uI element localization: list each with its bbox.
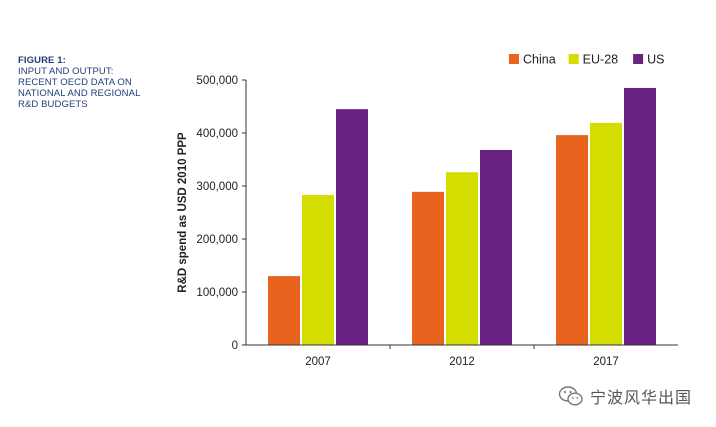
y-tick-label: 500,000 — [196, 75, 238, 87]
bar-us-2012 — [480, 149, 512, 345]
y-tick-label: 0 — [232, 340, 238, 352]
bar-china-2017 — [556, 135, 588, 345]
legend: China EU-28 US — [509, 53, 664, 67]
bar-eu-28-2017 — [590, 122, 622, 346]
watermark: 宁波风华出国 — [558, 384, 692, 408]
caption-line-1: INPUT AND OUTPUT: — [18, 66, 114, 77]
caption-line-3: NATIONAL AND REGIONAL — [18, 88, 141, 99]
figure-label: FIGURE 1: — [18, 55, 66, 66]
bars-group — [268, 87, 656, 346]
legend-label-eu-28: EU-28 — [583, 53, 618, 67]
bar-us-2017 — [624, 87, 656, 345]
y-tick-label: 300,000 — [196, 181, 238, 193]
bar-eu-28-2007 — [302, 195, 334, 345]
figure-caption: FIGURE 1: INPUT AND OUTPUT: RECENT OECD … — [18, 55, 168, 110]
y-tick-label: 400,000 — [196, 128, 238, 140]
legend-label-us: US — [647, 53, 664, 67]
y-axis-label: R&D spend as USD 2010 PPP — [177, 132, 189, 293]
x-tick-label: 2007 — [305, 356, 331, 368]
x-tick-label: 2012 — [449, 356, 475, 368]
x-tick-label: 2017 — [593, 356, 619, 368]
axes-group — [245, 80, 678, 346]
x-ticks-group: 2007 2012 2017 — [305, 345, 619, 368]
bar-us-2007 — [336, 109, 368, 346]
legend-label-china: China — [523, 53, 556, 67]
bar-china-2012 — [412, 191, 444, 345]
y-tick-label: 100,000 — [196, 287, 238, 299]
bar-eu-28-2012 — [446, 172, 478, 345]
legend-swatch-china — [509, 54, 519, 64]
wechat-icon — [558, 386, 583, 406]
caption-line-2: RECENT OECD DATA ON — [18, 77, 132, 88]
bar-china-2007 — [268, 276, 300, 345]
legend-swatch-us — [633, 54, 644, 64]
watermark-text: 宁波风华出国 — [590, 388, 693, 407]
y-ticks-group: 0 100,000 200,000 300,000 400,000 500,000 — [196, 75, 246, 352]
y-tick-label: 200,000 — [196, 234, 238, 246]
caption-line-4: R&D BUDGETS — [18, 99, 88, 110]
legend-swatch-eu-28 — [568, 54, 579, 64]
